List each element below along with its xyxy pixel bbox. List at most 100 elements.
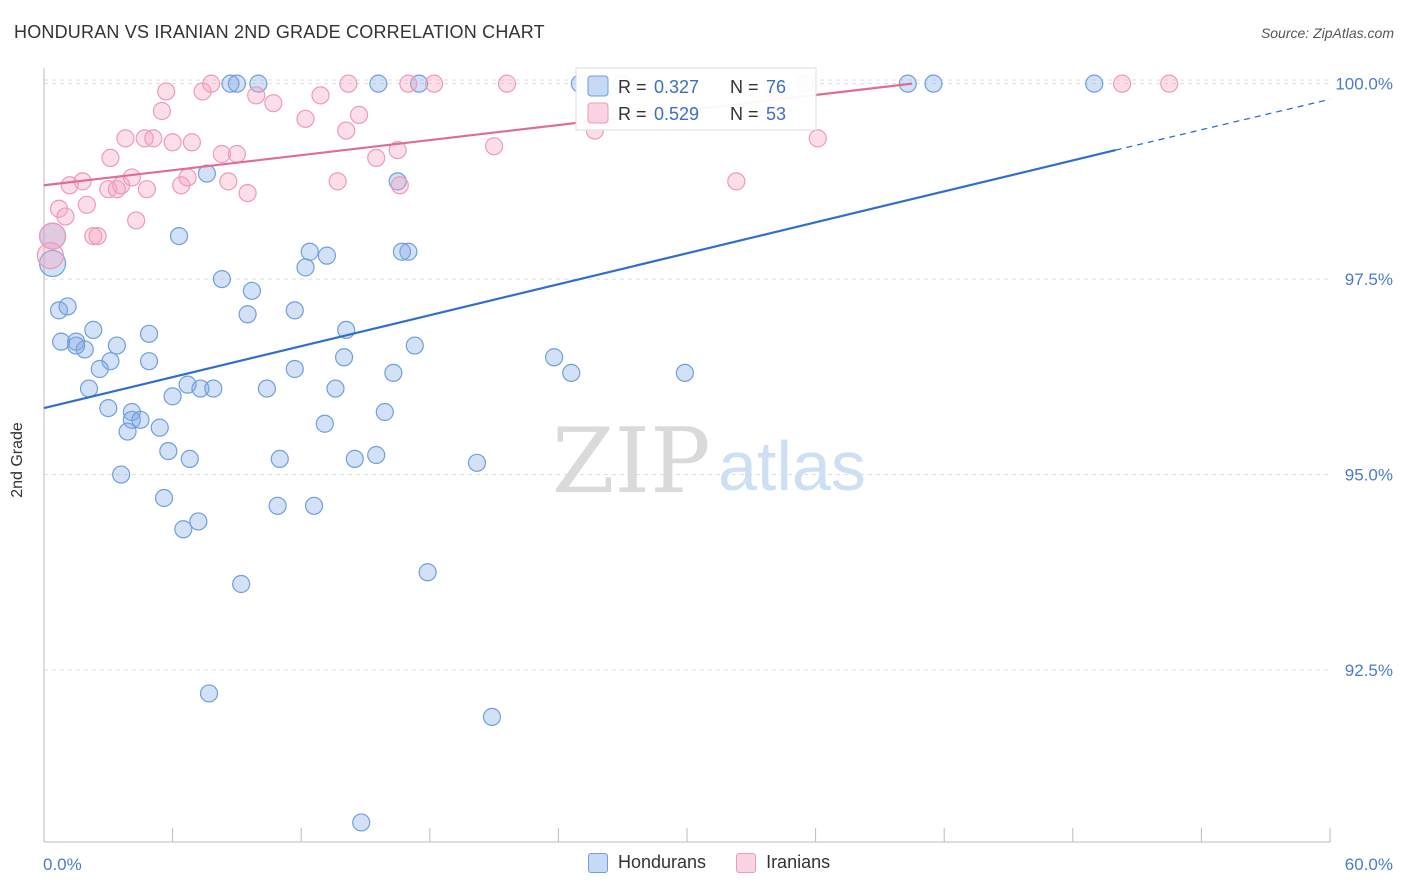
legend-item-hondurans[interactable]: Hondurans <box>588 852 706 873</box>
iranian-point <box>1160 74 1179 93</box>
iranian-point <box>264 94 283 113</box>
honduran-point <box>79 379 99 398</box>
honduran-point <box>150 418 169 437</box>
legend-iranian-n-value: 53 <box>766 104 786 124</box>
honduran-point <box>154 488 174 508</box>
honduran-point <box>232 574 251 594</box>
iranian-point <box>122 168 141 187</box>
honduran-point <box>159 441 178 461</box>
honduran-point <box>227 74 246 93</box>
iranian-point <box>38 222 67 250</box>
honduran-point <box>249 74 268 93</box>
iranian-point <box>388 140 407 160</box>
iranian-point <box>339 74 358 93</box>
iranian-point <box>182 133 201 152</box>
honduran-point <box>107 336 126 355</box>
iranian-point <box>328 172 347 191</box>
honduran-point <box>90 359 109 379</box>
iranian-point <box>36 242 65 270</box>
y-tick-labels: 92.5% 95.0% 97.5% 100.0% <box>1335 75 1393 680</box>
iranian-point <box>349 105 369 125</box>
legend-iranian-r-label: R = <box>618 104 647 124</box>
honduran-point <box>375 402 394 422</box>
y-tick-label: 95.0% <box>1345 466 1393 485</box>
honduran-point <box>562 363 581 383</box>
iranian-point <box>88 226 107 246</box>
iranians-swatch <box>736 852 757 873</box>
iranian-point <box>219 172 238 191</box>
iranian-point <box>1112 74 1132 93</box>
iranian-point <box>178 168 197 187</box>
honduran-point <box>285 359 304 379</box>
hondurans-label: Hondurans <box>618 852 707 872</box>
honduran-trend-extension <box>1115 98 1331 151</box>
honduran-point <box>67 336 86 355</box>
honduran-point <box>118 422 137 441</box>
iranian-point <box>247 86 266 105</box>
legend-swatch-honduran <box>587 75 609 97</box>
iranian-point <box>367 148 386 168</box>
honduran-point <box>369 74 388 93</box>
honduran-point <box>52 332 71 351</box>
iranian-point <box>84 226 103 246</box>
honduran-point <box>191 379 210 398</box>
iranian-point <box>163 133 182 152</box>
iranian-point <box>152 101 171 121</box>
iranian-point <box>157 82 176 101</box>
watermark-zip: ZIP <box>552 409 711 514</box>
iranian-point <box>202 74 221 93</box>
honduran-point <box>384 363 403 383</box>
honduran-point <box>174 520 193 539</box>
x-tick-max: 60.0% <box>1345 855 1393 874</box>
honduran-point <box>1085 74 1104 93</box>
legend-swatch-iranian <box>587 102 609 124</box>
honduran-point <box>409 74 429 93</box>
chart-title: HONDURAN VS IRANIAN 2ND GRADE CORRELATIO… <box>14 22 545 42</box>
watermark: ZIP atlas <box>552 409 866 514</box>
honduran-point <box>131 410 150 429</box>
iranians-label: Iranians <box>766 852 831 872</box>
honduran-point <box>139 352 159 371</box>
iranian-point <box>337 121 356 140</box>
honduran-point <box>189 512 208 531</box>
iranian-point <box>497 74 517 93</box>
honduran-point <box>405 336 424 355</box>
honduran-point <box>304 496 324 515</box>
trend-lines <box>43 82 1331 410</box>
honduran-point <box>545 348 564 367</box>
honduran-point <box>315 414 334 433</box>
honduran-point <box>257 379 277 398</box>
iranian-point <box>116 129 135 148</box>
honduran-point <box>367 445 386 465</box>
iranian-point <box>144 129 163 148</box>
legend-honduran-r-label: R = <box>618 77 647 97</box>
legend-honduran-r-value: 0.327 <box>654 77 699 97</box>
legend-honduran-n-value: 76 <box>766 77 786 97</box>
iranian-point <box>311 86 330 105</box>
iranian-point <box>727 172 746 191</box>
y-tick-label: 97.5% <box>1345 270 1393 289</box>
honduran-point <box>467 453 487 472</box>
honduran-point <box>334 348 354 367</box>
honduran-point <box>112 465 131 484</box>
honduran-point <box>221 74 240 93</box>
legend-item-iranians[interactable]: Iranians <box>736 852 830 873</box>
iranian-point <box>424 74 444 93</box>
honduran-point <box>270 449 289 469</box>
data-points <box>36 74 1179 832</box>
honduran-point <box>49 301 69 320</box>
iranian-point <box>485 137 504 156</box>
iranian-point <box>296 109 315 128</box>
legend-honduran-n-label: N = <box>730 77 759 97</box>
honduran-point <box>675 363 694 383</box>
honduran-point <box>199 684 219 703</box>
honduran-point <box>99 398 118 418</box>
honduran-point <box>204 379 223 398</box>
legend-iranian-n-label: N = <box>730 104 759 124</box>
honduran-point <box>352 813 371 832</box>
source-credit: Source: ZipAtlas.com <box>1260 25 1394 41</box>
honduran-point <box>317 246 337 265</box>
iranian-point <box>56 207 75 226</box>
iranian-point <box>137 180 156 199</box>
